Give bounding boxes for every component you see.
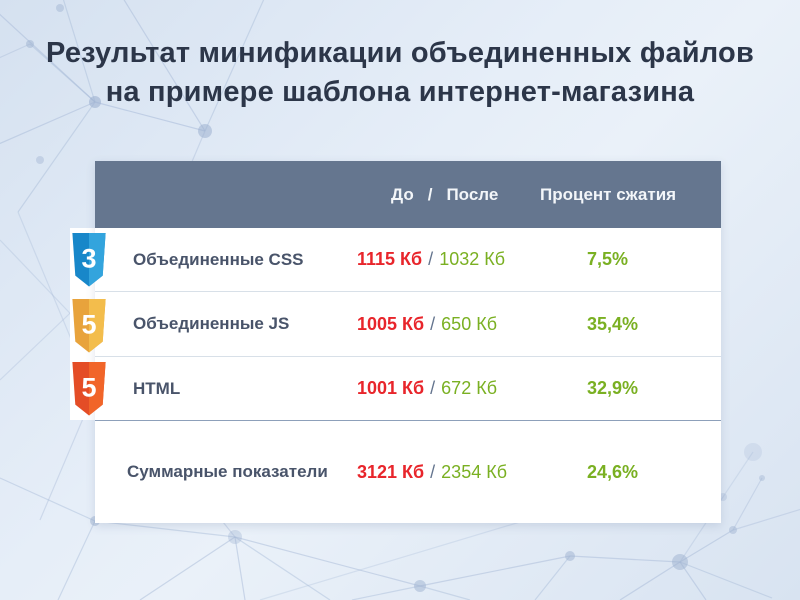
compression-percent: 35,4% xyxy=(587,313,639,334)
table-row-summary: Суммарные показатели 3121 Кб / 2354 Кб 2… xyxy=(95,421,721,523)
results-table: До / После Процент сжатия Объединенные C… xyxy=(95,161,721,523)
html5-shield-icon: 5 xyxy=(71,362,107,416)
table-row-js: Объединенные JS 1005 Кб / 650 Кб 35,4% xyxy=(95,292,721,357)
after-value: 1032 Кб xyxy=(439,249,506,269)
after-value: 2354 Кб xyxy=(441,461,508,482)
header-after-label: После xyxy=(446,184,499,204)
row-values: 1005 Кб / 650 Кб xyxy=(357,314,497,335)
row-values: 1115 Кб / 1032 Кб xyxy=(357,249,505,270)
compression-percent: 32,9% xyxy=(587,378,639,398)
values-slash: / xyxy=(430,378,436,398)
before-value: 1115 Кб xyxy=(357,249,423,269)
slide-title-line2: на примере шаблона интернет-магазина xyxy=(105,76,695,108)
before-value: 3121 Кб xyxy=(357,461,425,482)
svg-text:3: 3 xyxy=(81,243,96,273)
summary-separator xyxy=(95,420,721,421)
header-before-after: До / После xyxy=(391,161,498,228)
summary-label: Суммарные показатели xyxy=(127,462,328,481)
values-slash: / xyxy=(428,249,434,269)
js-shield-icon: 5 xyxy=(71,299,107,353)
svg-text:5: 5 xyxy=(81,372,96,402)
header-compression-label: Процент сжатия xyxy=(540,184,677,204)
summary-percent: 24,6% xyxy=(587,461,639,482)
header-before-label: До xyxy=(391,184,414,204)
before-value: 1005 Кб xyxy=(357,313,425,334)
slide-title: Результат минификации объединенных файло… xyxy=(0,34,800,112)
after-value: 650 Кб xyxy=(441,313,497,334)
table-row-css: Объединенные CSS 1115 Кб / 1032 Кб 7,5% xyxy=(95,228,721,292)
table-row-html: HTML 1001 Кб / 672 Кб 32,9% xyxy=(95,357,721,420)
header-slash: / xyxy=(427,184,433,204)
after-value: 672 Кб xyxy=(441,378,497,398)
row-label: Объединенные CSS xyxy=(133,249,304,269)
css3-shield-icon: 3 xyxy=(71,233,107,287)
svg-text:5: 5 xyxy=(81,309,96,339)
slide-title-line1: Результат минификации объединенных файло… xyxy=(46,37,754,69)
row-label: Объединенные JS xyxy=(133,314,290,333)
compression-percent: 7,5% xyxy=(587,249,629,269)
summary-values: 3121 Кб / 2354 Кб xyxy=(357,462,507,483)
row-label: HTML xyxy=(133,378,181,398)
values-slash: / xyxy=(430,461,436,482)
row-values: 1001 Кб / 672 Кб xyxy=(357,378,497,399)
values-slash: / xyxy=(430,313,436,334)
before-value: 1001 Кб xyxy=(357,378,425,398)
table-header: До / После Процент сжатия xyxy=(95,161,721,228)
